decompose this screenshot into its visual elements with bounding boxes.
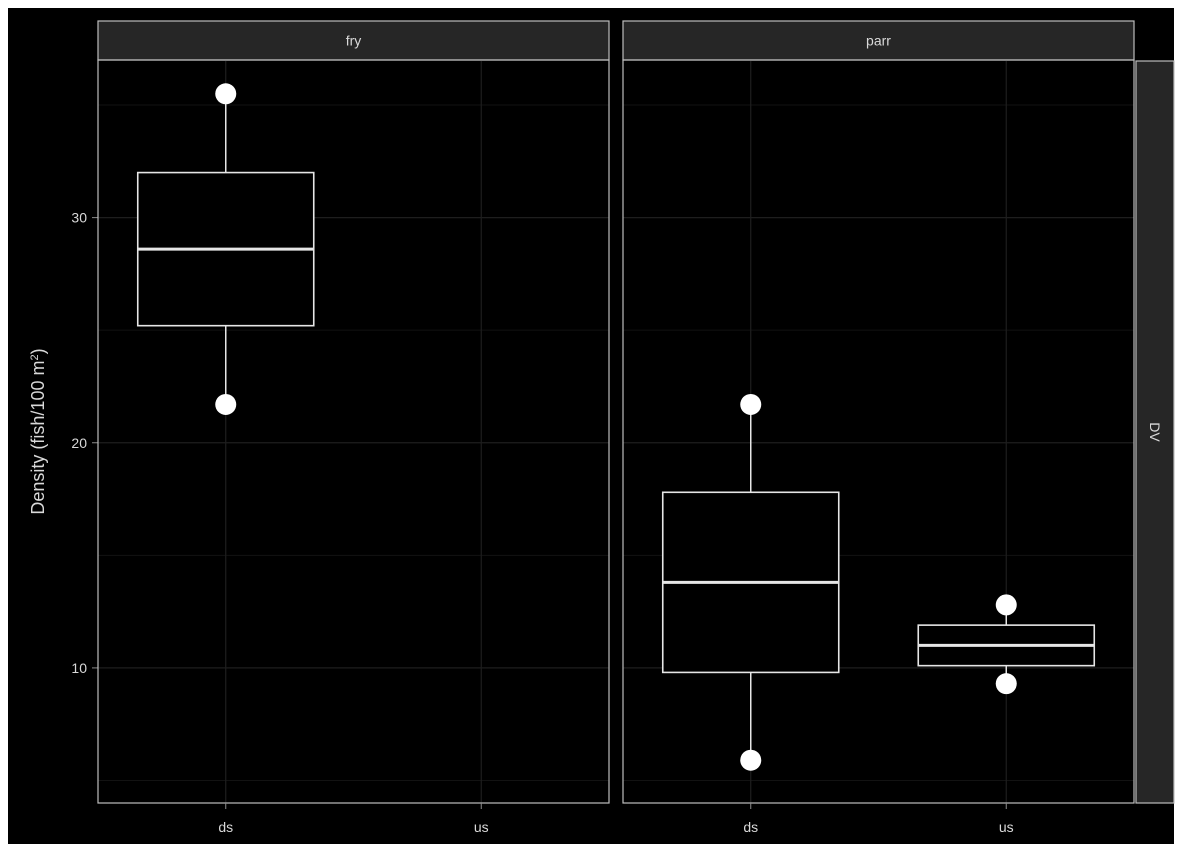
x-tick-label: ds xyxy=(218,819,233,835)
facet-strip-label: fry xyxy=(346,33,362,49)
data-point xyxy=(740,749,762,771)
facet-strip-row xyxy=(1135,60,1175,804)
facet-strip-parr xyxy=(622,20,1135,61)
y-axis-title: Density (fish/100 m2) xyxy=(28,348,48,514)
x-tick-label: ds xyxy=(743,819,758,835)
y-tick-label: 30 xyxy=(71,210,87,226)
x-tick-label: us xyxy=(474,819,489,835)
data-point xyxy=(215,393,237,415)
y-tick-label: 10 xyxy=(71,660,87,676)
data-point xyxy=(995,594,1017,616)
plot-background xyxy=(8,8,1174,844)
panel-border-fry xyxy=(97,59,610,804)
facet-strip-label: parr xyxy=(866,33,891,49)
data-point xyxy=(995,673,1017,695)
facet-strip-row-label: DV xyxy=(1147,422,1163,442)
x-tick-label: us xyxy=(999,819,1014,835)
data-point xyxy=(215,83,237,105)
panel-border-parr xyxy=(622,59,1135,804)
y-tick-label: 20 xyxy=(71,435,87,451)
data-point xyxy=(740,393,762,415)
